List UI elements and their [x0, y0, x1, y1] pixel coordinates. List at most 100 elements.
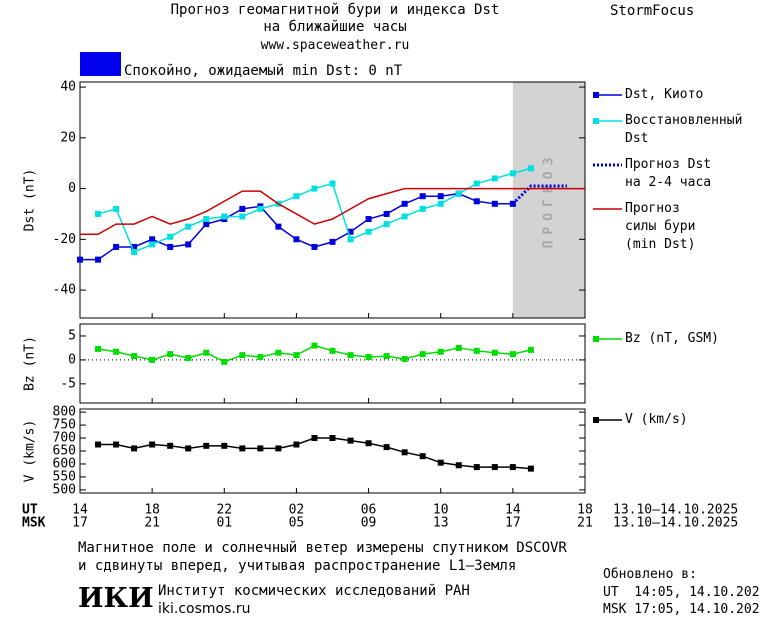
y-tick-label: 550 [53, 469, 76, 484]
marker [419, 351, 426, 358]
updated-msk: MSK 17:05, 14.10.2025 [603, 602, 760, 617]
marker [203, 349, 210, 356]
marker [509, 464, 516, 471]
y-tick-label: -20 [53, 232, 76, 247]
marker [401, 355, 408, 362]
legend-label: Dst, Киото [625, 87, 704, 102]
legend-label: Прогноз Dst на 2-4 часа [625, 157, 712, 190]
series-line [80, 192, 513, 261]
x2-tick-label: 17 [72, 516, 88, 531]
marker [419, 193, 426, 200]
marker [527, 165, 534, 172]
marker [491, 175, 498, 182]
marker [293, 193, 300, 200]
marker [455, 462, 462, 469]
marker [257, 354, 264, 361]
y-tick-label: 500 [53, 482, 76, 497]
marker [383, 444, 390, 451]
title: Прогноз геомагнитной бури и индекса Dst … [170, 2, 500, 35]
marker [149, 241, 156, 248]
y-tick-label: 0 [68, 352, 76, 367]
marker [509, 351, 516, 358]
marker [293, 441, 300, 448]
marker [221, 358, 228, 365]
marker [203, 221, 210, 228]
legend-marker [593, 417, 599, 423]
y-tick-label: 20 [60, 130, 76, 145]
marker [329, 238, 336, 245]
logo: ИКИ [78, 583, 154, 614]
plot-frame [79, 81, 586, 319]
series-line [80, 187, 585, 236]
marker [365, 216, 372, 223]
institute: Институт космических исследований РАН [158, 583, 470, 599]
x-tick-label: 02 [289, 503, 305, 518]
marker [257, 445, 264, 452]
marker [95, 345, 102, 352]
marker [149, 356, 156, 363]
y-axis-label: Bz (nT) [23, 336, 38, 391]
footer-text: Магнитное поле и солнечный ветер измерен… [78, 540, 567, 574]
plot-frame [79, 408, 586, 494]
x-axis-label: UT [22, 503, 38, 518]
marker [527, 465, 534, 472]
marker [275, 445, 282, 452]
legend-label: Прогноз силы бури (min Dst) [625, 201, 696, 252]
y-axis-label: Dst (nT) [23, 169, 38, 232]
y-tick-label: -40 [53, 283, 76, 298]
marker [239, 205, 246, 212]
marker [203, 216, 210, 223]
plot-frame [79, 323, 586, 404]
x2-tick-label: 05 [289, 516, 305, 531]
marker [293, 352, 300, 359]
marker [167, 233, 174, 240]
marker [149, 236, 156, 243]
marker [113, 348, 120, 355]
x2-tick-label: 01 [216, 516, 232, 531]
marker [95, 256, 102, 263]
marker [347, 352, 354, 359]
marker [383, 221, 390, 228]
x2-axis-caption: 13.10–14.10.2025 [613, 516, 738, 531]
legend-label: Восстановленный Dst [625, 113, 743, 146]
forecast-band [512, 82, 585, 318]
legend-label: Bz (nT, GSM) [625, 331, 719, 346]
marker [365, 440, 372, 447]
marker [275, 223, 282, 230]
marker [131, 353, 138, 360]
marker [365, 228, 372, 235]
marker [149, 441, 156, 448]
marker [437, 200, 444, 207]
marker [329, 435, 336, 442]
x-tick-label: 14 [72, 503, 88, 518]
marker [455, 344, 462, 351]
y-tick-label: 750 [53, 418, 76, 433]
marker [257, 205, 264, 212]
marker [167, 351, 174, 358]
x-tick-label: 18 [577, 503, 593, 518]
marker [473, 180, 480, 187]
series-line [97, 167, 532, 254]
x2-tick-label: 21 [577, 516, 593, 531]
marker [221, 442, 228, 449]
marker [113, 205, 120, 212]
marker [491, 349, 498, 356]
marker [365, 354, 372, 361]
marker [113, 441, 120, 448]
y-tick-label: 700 [53, 431, 76, 446]
x-tick-label: 06 [361, 503, 377, 518]
legend-marker [593, 336, 599, 342]
marker [203, 442, 210, 449]
brand: StormFocus [610, 3, 695, 19]
marker [77, 256, 83, 263]
marker [329, 180, 336, 187]
legend-marker [593, 118, 599, 124]
marker [383, 210, 390, 217]
marker [347, 236, 354, 243]
marker [239, 352, 246, 359]
series-line [98, 437, 531, 470]
marker [491, 464, 498, 471]
updated-label: Обновлено в: [603, 567, 697, 582]
url: www.spaceweather.ru [260, 38, 410, 53]
